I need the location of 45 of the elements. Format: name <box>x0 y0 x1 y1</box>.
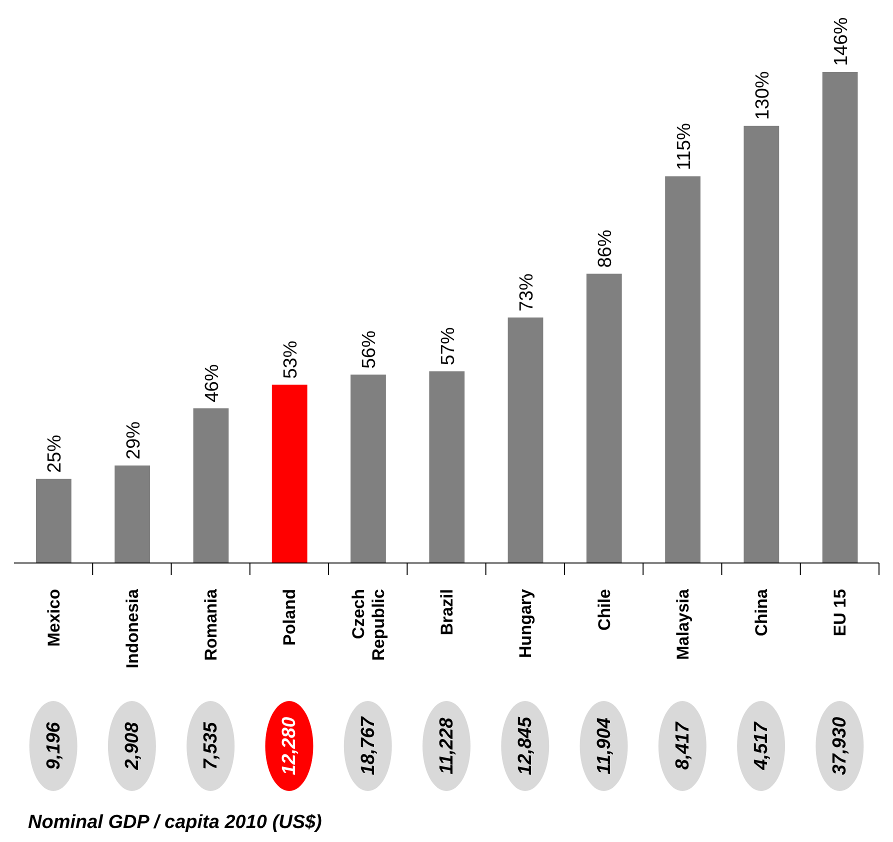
bar <box>193 408 229 563</box>
bar <box>744 126 780 563</box>
text: 4,517 <box>751 720 772 771</box>
x-tick-label: Poland <box>280 589 300 646</box>
data-label: 73% <box>516 273 538 312</box>
text: Nominal GDP / capita 2010 (US$) <box>28 812 323 834</box>
text: 11,904 <box>594 717 615 774</box>
data-label: 56% <box>359 330 380 369</box>
text: 2,908 <box>122 722 143 771</box>
x-tick-label: China <box>752 588 772 636</box>
data-label: 53% <box>280 340 302 379</box>
x-tick-label: Hungary <box>516 588 536 658</box>
text: 18,767 <box>358 716 379 776</box>
data-label: 57% <box>438 327 459 366</box>
text: 8,417 <box>672 720 694 770</box>
bar <box>586 274 622 563</box>
data-label: 46% <box>202 364 223 402</box>
x-tick-label: EU 15 <box>830 589 850 636</box>
x-tick-label: Brazil <box>438 589 456 636</box>
text: 11,228 <box>436 717 458 774</box>
data-label: 25% <box>44 434 66 473</box>
bar <box>665 176 700 563</box>
data-label: 86% <box>595 230 616 268</box>
text: 12,280 <box>279 716 300 776</box>
text: 37,930 <box>830 716 851 776</box>
x-tick-label: Indonesia <box>122 588 142 668</box>
x-tick-label: Chile <box>594 589 614 631</box>
bar <box>350 374 386 563</box>
bar <box>36 478 72 563</box>
x-tick-label: Mexico <box>44 589 64 647</box>
text: 9,196 <box>43 722 64 770</box>
x-tick-label: Czech Republic <box>348 589 388 661</box>
data-label: 29% <box>123 421 144 460</box>
bar <box>272 384 308 563</box>
x-tick-label: Malaysia <box>673 588 692 660</box>
bar <box>822 72 858 563</box>
x-tick-label: Romania <box>202 588 221 661</box>
data-label: 115% <box>674 122 695 170</box>
bar <box>114 465 150 563</box>
bar <box>429 371 465 563</box>
text: 12,845 <box>515 716 536 776</box>
data-label: 146% <box>831 17 852 66</box>
bar <box>508 318 544 563</box>
data-label: 130% <box>752 71 774 120</box>
text: 7,535 <box>200 722 222 770</box>
